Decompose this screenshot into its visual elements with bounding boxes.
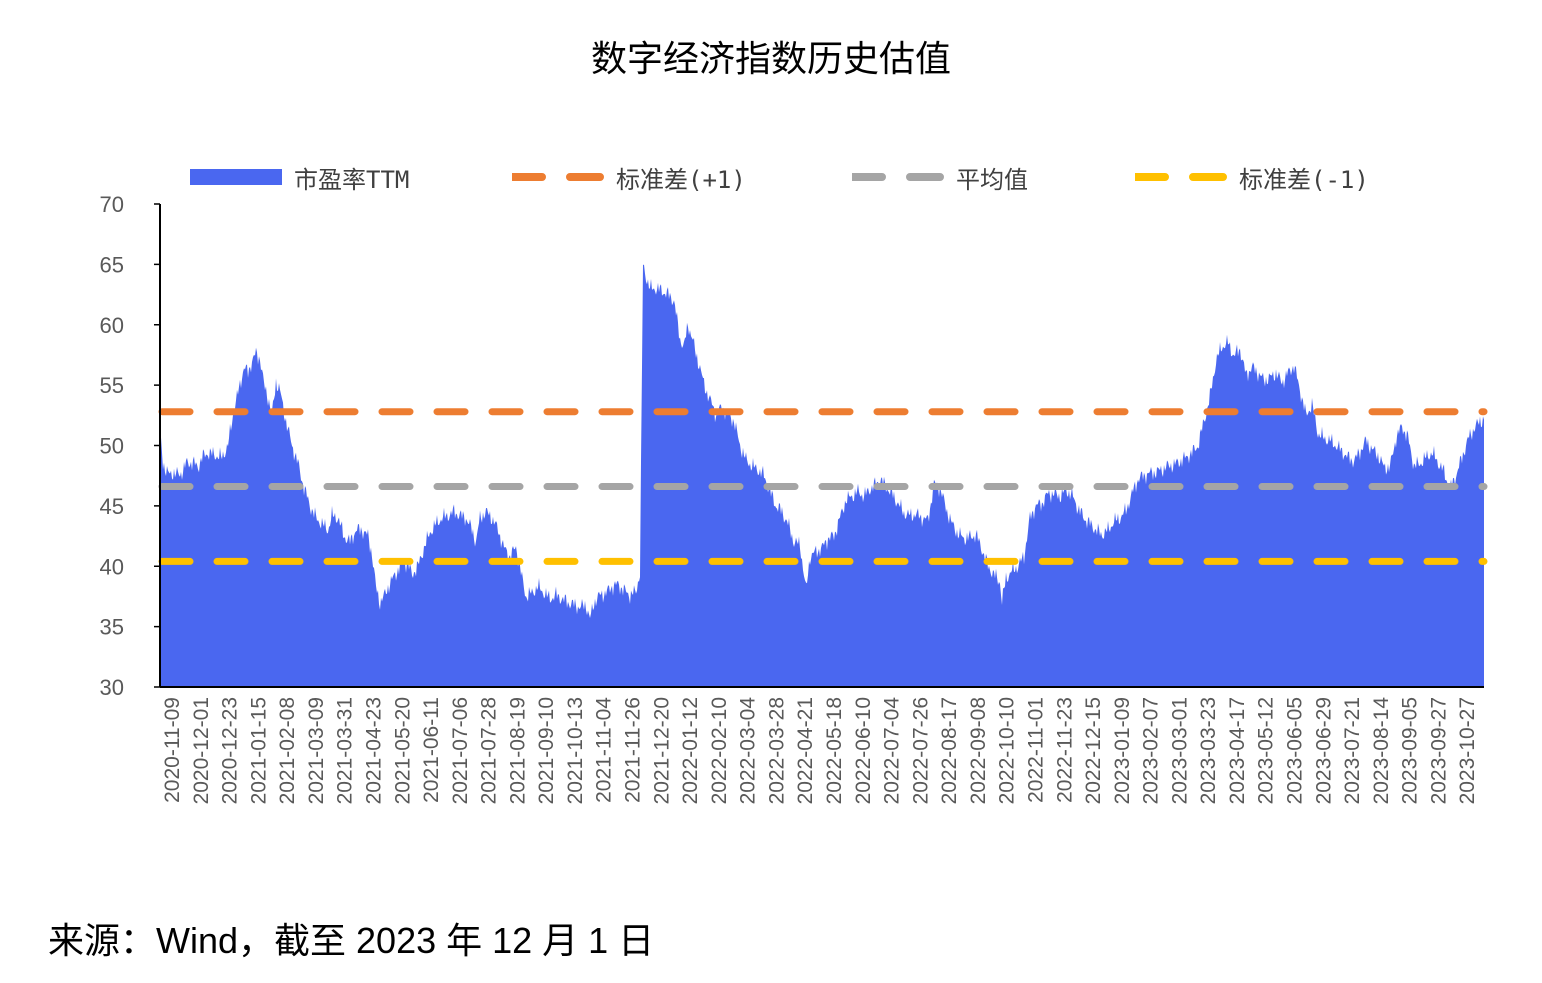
legend-item-std-minus: 标准差(-1) xyxy=(1135,160,1369,194)
x-tick-label: 2021-07-28 xyxy=(478,697,501,804)
legend-label: 标准差(-1) xyxy=(1239,165,1369,194)
x-tick-label: 2022-10-10 xyxy=(996,697,1019,804)
x-tick-label: 2023-03-01 xyxy=(1168,697,1191,804)
x-tick-label: 2021-11-26 xyxy=(622,697,645,803)
y-tick-label: 60 xyxy=(100,313,124,338)
x-tick-label: 2022-02-10 xyxy=(708,697,731,804)
x-tick-label: 2020-12-23 xyxy=(219,697,242,804)
x-tick-label: 2021-03-09 xyxy=(305,697,328,804)
x-tick-label: 2021-06-11 xyxy=(420,697,443,803)
legend-label: 平均值 xyxy=(956,165,1028,194)
x-tick-label: 2021-02-08 xyxy=(276,697,299,804)
x-tick-label: 2021-11-04 xyxy=(593,697,616,803)
x-tick-label: 2022-11-23 xyxy=(1053,697,1076,803)
x-tick-label: 2023-08-14 xyxy=(1370,697,1393,805)
x-tick-label: 2022-04-21 xyxy=(794,697,817,804)
x-tick-label: 2021-10-13 xyxy=(564,697,587,804)
legend-label: 市盈率TTM xyxy=(294,165,410,194)
x-tick-label: 2022-05-18 xyxy=(823,697,846,804)
legend-item-std-plus: 标准差(+1) xyxy=(512,160,746,194)
x-tick-label: 2021-01-15 xyxy=(247,697,270,804)
y-tick-label: 45 xyxy=(100,494,124,519)
y-tick-label: 35 xyxy=(100,615,124,640)
x-tick-label: 2023-06-05 xyxy=(1284,697,1307,804)
x-tick-label: 2021-07-06 xyxy=(449,697,472,804)
x-tick-label: 2023-05-12 xyxy=(1255,697,1278,804)
y-tick-label: 65 xyxy=(100,252,124,277)
x-tick-label: 2021-04-23 xyxy=(363,697,386,804)
x-tick-label: 2021-03-31 xyxy=(334,697,357,804)
x-tick-label: 2023-04-17 xyxy=(1226,697,1249,804)
x-tick-label: 2023-01-09 xyxy=(1111,697,1134,804)
x-tick-label: 2023-03-23 xyxy=(1197,697,1220,804)
x-tick-label: 2022-11-01 xyxy=(1025,697,1048,803)
x-tick-label: 2022-07-04 xyxy=(881,697,904,805)
x-tick-label: 2022-06-10 xyxy=(852,697,875,804)
y-tick-label: 55 xyxy=(100,373,124,398)
x-tick-label: 2023-02-07 xyxy=(1140,697,1163,804)
x-tick-label: 2020-11-09 xyxy=(161,697,184,803)
y-tick-label: 40 xyxy=(100,554,124,579)
legend-swatch-dash xyxy=(852,173,944,181)
legend-label: 标准差(+1) xyxy=(616,165,746,194)
x-tick-label: 2021-12-20 xyxy=(650,697,673,804)
legend-item-pe-ttm: 市盈率TTM xyxy=(190,160,409,194)
x-tick-label: 2023-07-21 xyxy=(1341,697,1364,804)
x-tick-label: 2020-12-01 xyxy=(190,697,213,804)
x-tick-label: 2023-09-27 xyxy=(1427,697,1450,804)
x-tick-label: 2021-05-20 xyxy=(391,697,414,804)
y-tick-label: 30 xyxy=(100,675,124,700)
legend-swatch-dash xyxy=(1135,173,1227,181)
chart-title: 数字经济指数历史估值 xyxy=(590,39,951,80)
x-tick-label: 2022-08-17 xyxy=(938,697,961,804)
x-tick-label: 2022-09-08 xyxy=(967,697,990,804)
x-tick-label: 2022-12-15 xyxy=(1082,697,1105,804)
legend-swatch-area xyxy=(190,169,282,185)
y-tick-label: 50 xyxy=(100,434,124,459)
x-tick-label: 2023-10-27 xyxy=(1456,697,1479,804)
x-tick-label: 2022-03-28 xyxy=(765,697,788,804)
legend-item-mean: 平均值 xyxy=(852,160,1028,194)
source-note: 来源：Wind，截至 2023 年 12 月 1 日 xyxy=(48,920,655,961)
x-tick-label: 2021-08-19 xyxy=(506,697,529,804)
x-tick-label: 2022-07-26 xyxy=(909,697,932,804)
x-tick-label: 2021-09-10 xyxy=(535,697,558,804)
y-tick-label: 70 xyxy=(100,192,124,217)
series-area-pe-ttm xyxy=(160,264,1484,687)
legend-swatch-dash xyxy=(512,173,604,181)
x-tick-label: 2023-06-29 xyxy=(1312,697,1335,804)
x-tick-label: 2022-01-12 xyxy=(679,697,702,804)
x-tick-label: 2023-09-05 xyxy=(1399,697,1422,804)
x-tick-label: 2022-03-04 xyxy=(737,697,760,805)
